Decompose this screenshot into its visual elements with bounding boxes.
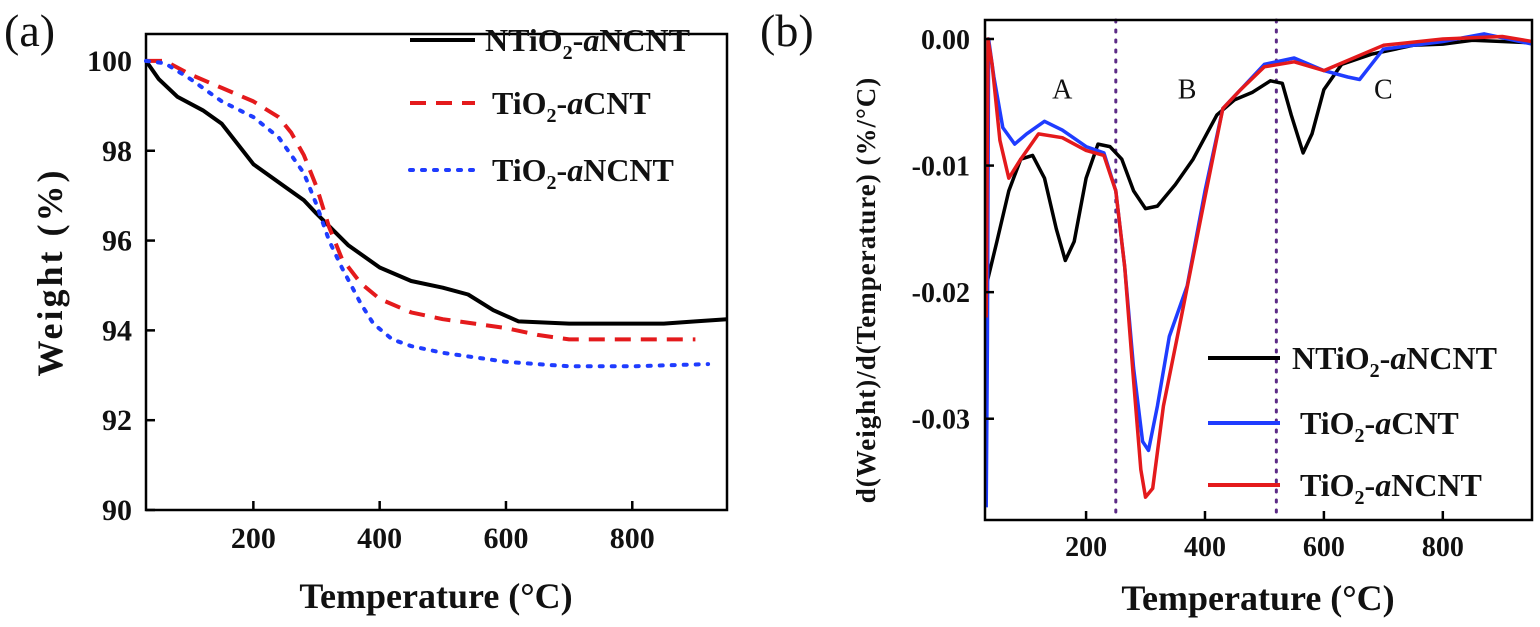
x-tick-label: 800 [1422, 532, 1464, 563]
series-line-TiO2-aCNT [984, 32, 1533, 508]
y-tick-label: 92 [102, 404, 132, 437]
series-line-TiO2-aNCNT [984, 34, 1533, 499]
x-tick-label: 400 [357, 522, 402, 555]
y-tick-label: -0.02 [912, 278, 970, 309]
region-label-c: C [1374, 74, 1393, 105]
panel-a-y-axis-title: Weight (%) [30, 168, 70, 377]
panel-b-label: (b) [760, 5, 814, 56]
legend-a-label-2: TiO2-aNCNT [492, 152, 674, 194]
x-tick-label: 400 [1184, 532, 1226, 563]
legend-b-label-1: TiO2-aCNT [1300, 405, 1459, 447]
panel-a: (a) 200 400 600 800 90 92 94 96 98 100 Temperatur… [4, 5, 729, 616]
legend-a-label-0: NTiO2-aNCNT [485, 22, 690, 64]
y-tick-label: 94 [102, 314, 132, 347]
series-line-NTiO2-aNCNT [144, 59, 728, 326]
y-tick-label: -0.03 [912, 405, 970, 436]
region-label-a: A [1052, 74, 1073, 105]
panel-b-plot-frame [983, 18, 1534, 522]
y-tick-label: -0.01 [912, 152, 970, 183]
x-tick-label: 200 [1065, 532, 1107, 563]
legend-b-label-2: TiO2-aNCNT [1300, 467, 1482, 509]
panel-b-region-labels: A B C [1052, 74, 1393, 105]
panel-b-series [984, 32, 1533, 508]
series-line-TiO2-aCNT [146, 58, 696, 342]
legend-b-label-0: NTiO2-aNCNT [1292, 340, 1497, 382]
series-line-NTiO2-aNCNT [984, 38, 1533, 287]
panel-a-plot-frame [144, 32, 729, 512]
panel-a-series [144, 58, 728, 369]
y-tick-label: 96 [102, 225, 132, 258]
panel-b-x-axis-title: Temperature (°C) [1121, 578, 1394, 618]
panel-a-x-axis-title: Temperature (°C) [299, 576, 572, 616]
x-tick-label: 600 [1303, 532, 1345, 563]
panel-b-ticks: 200 400 600 800 0.00 -0.01 -0.02 -0.03 [912, 25, 1464, 563]
panel-b-region-dividers [1114, 18, 1278, 522]
legend-a-label-1: TiO2-aCNT [492, 85, 651, 127]
panel-a-legend: NTiO2-aNCNT TiO2-aCNT TiO2-aNCNT [408, 22, 690, 194]
panel-b-y-axis-title: d(Weight)/d(Temperature) (%/°C) [851, 77, 881, 504]
region-label-b: B [1178, 74, 1197, 105]
x-tick-label: 600 [483, 522, 528, 555]
panel-a-ticks: 200 400 600 800 90 92 94 96 98 100 [87, 45, 655, 555]
panel-b-legend: NTiO2-aNCNT TiO2-aCNT TiO2-aNCNT [1208, 340, 1497, 509]
y-tick-label: 98 [102, 135, 132, 168]
y-tick-label: 100 [87, 45, 132, 78]
x-tick-label: 800 [610, 522, 655, 555]
x-tick-label: 200 [231, 522, 276, 555]
y-tick-label: 0.00 [921, 25, 970, 56]
panel-a-label: (a) [4, 5, 55, 56]
y-tick-label: 90 [102, 494, 132, 527]
